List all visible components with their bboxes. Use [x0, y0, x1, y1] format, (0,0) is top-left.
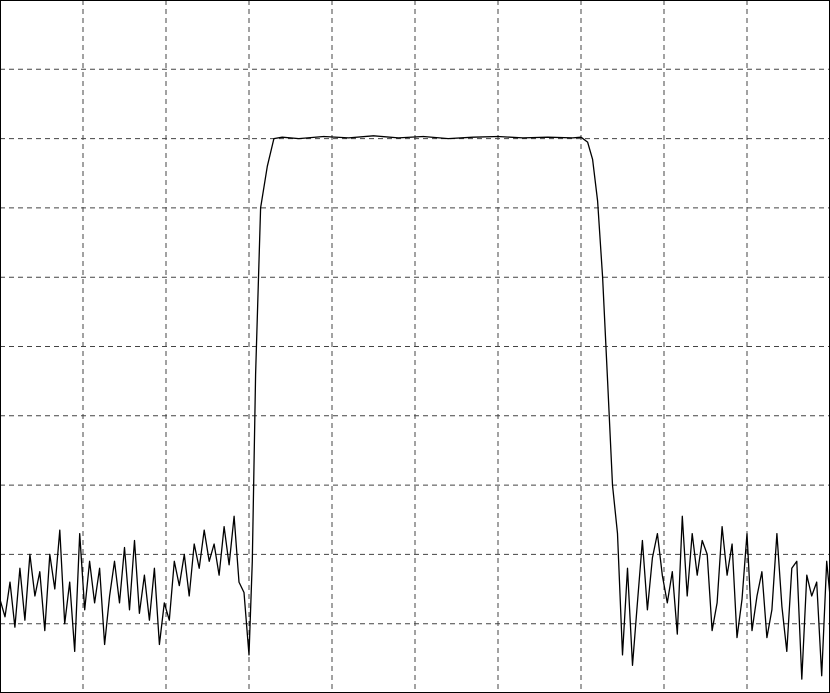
spectrum-trace [0, 135, 830, 680]
